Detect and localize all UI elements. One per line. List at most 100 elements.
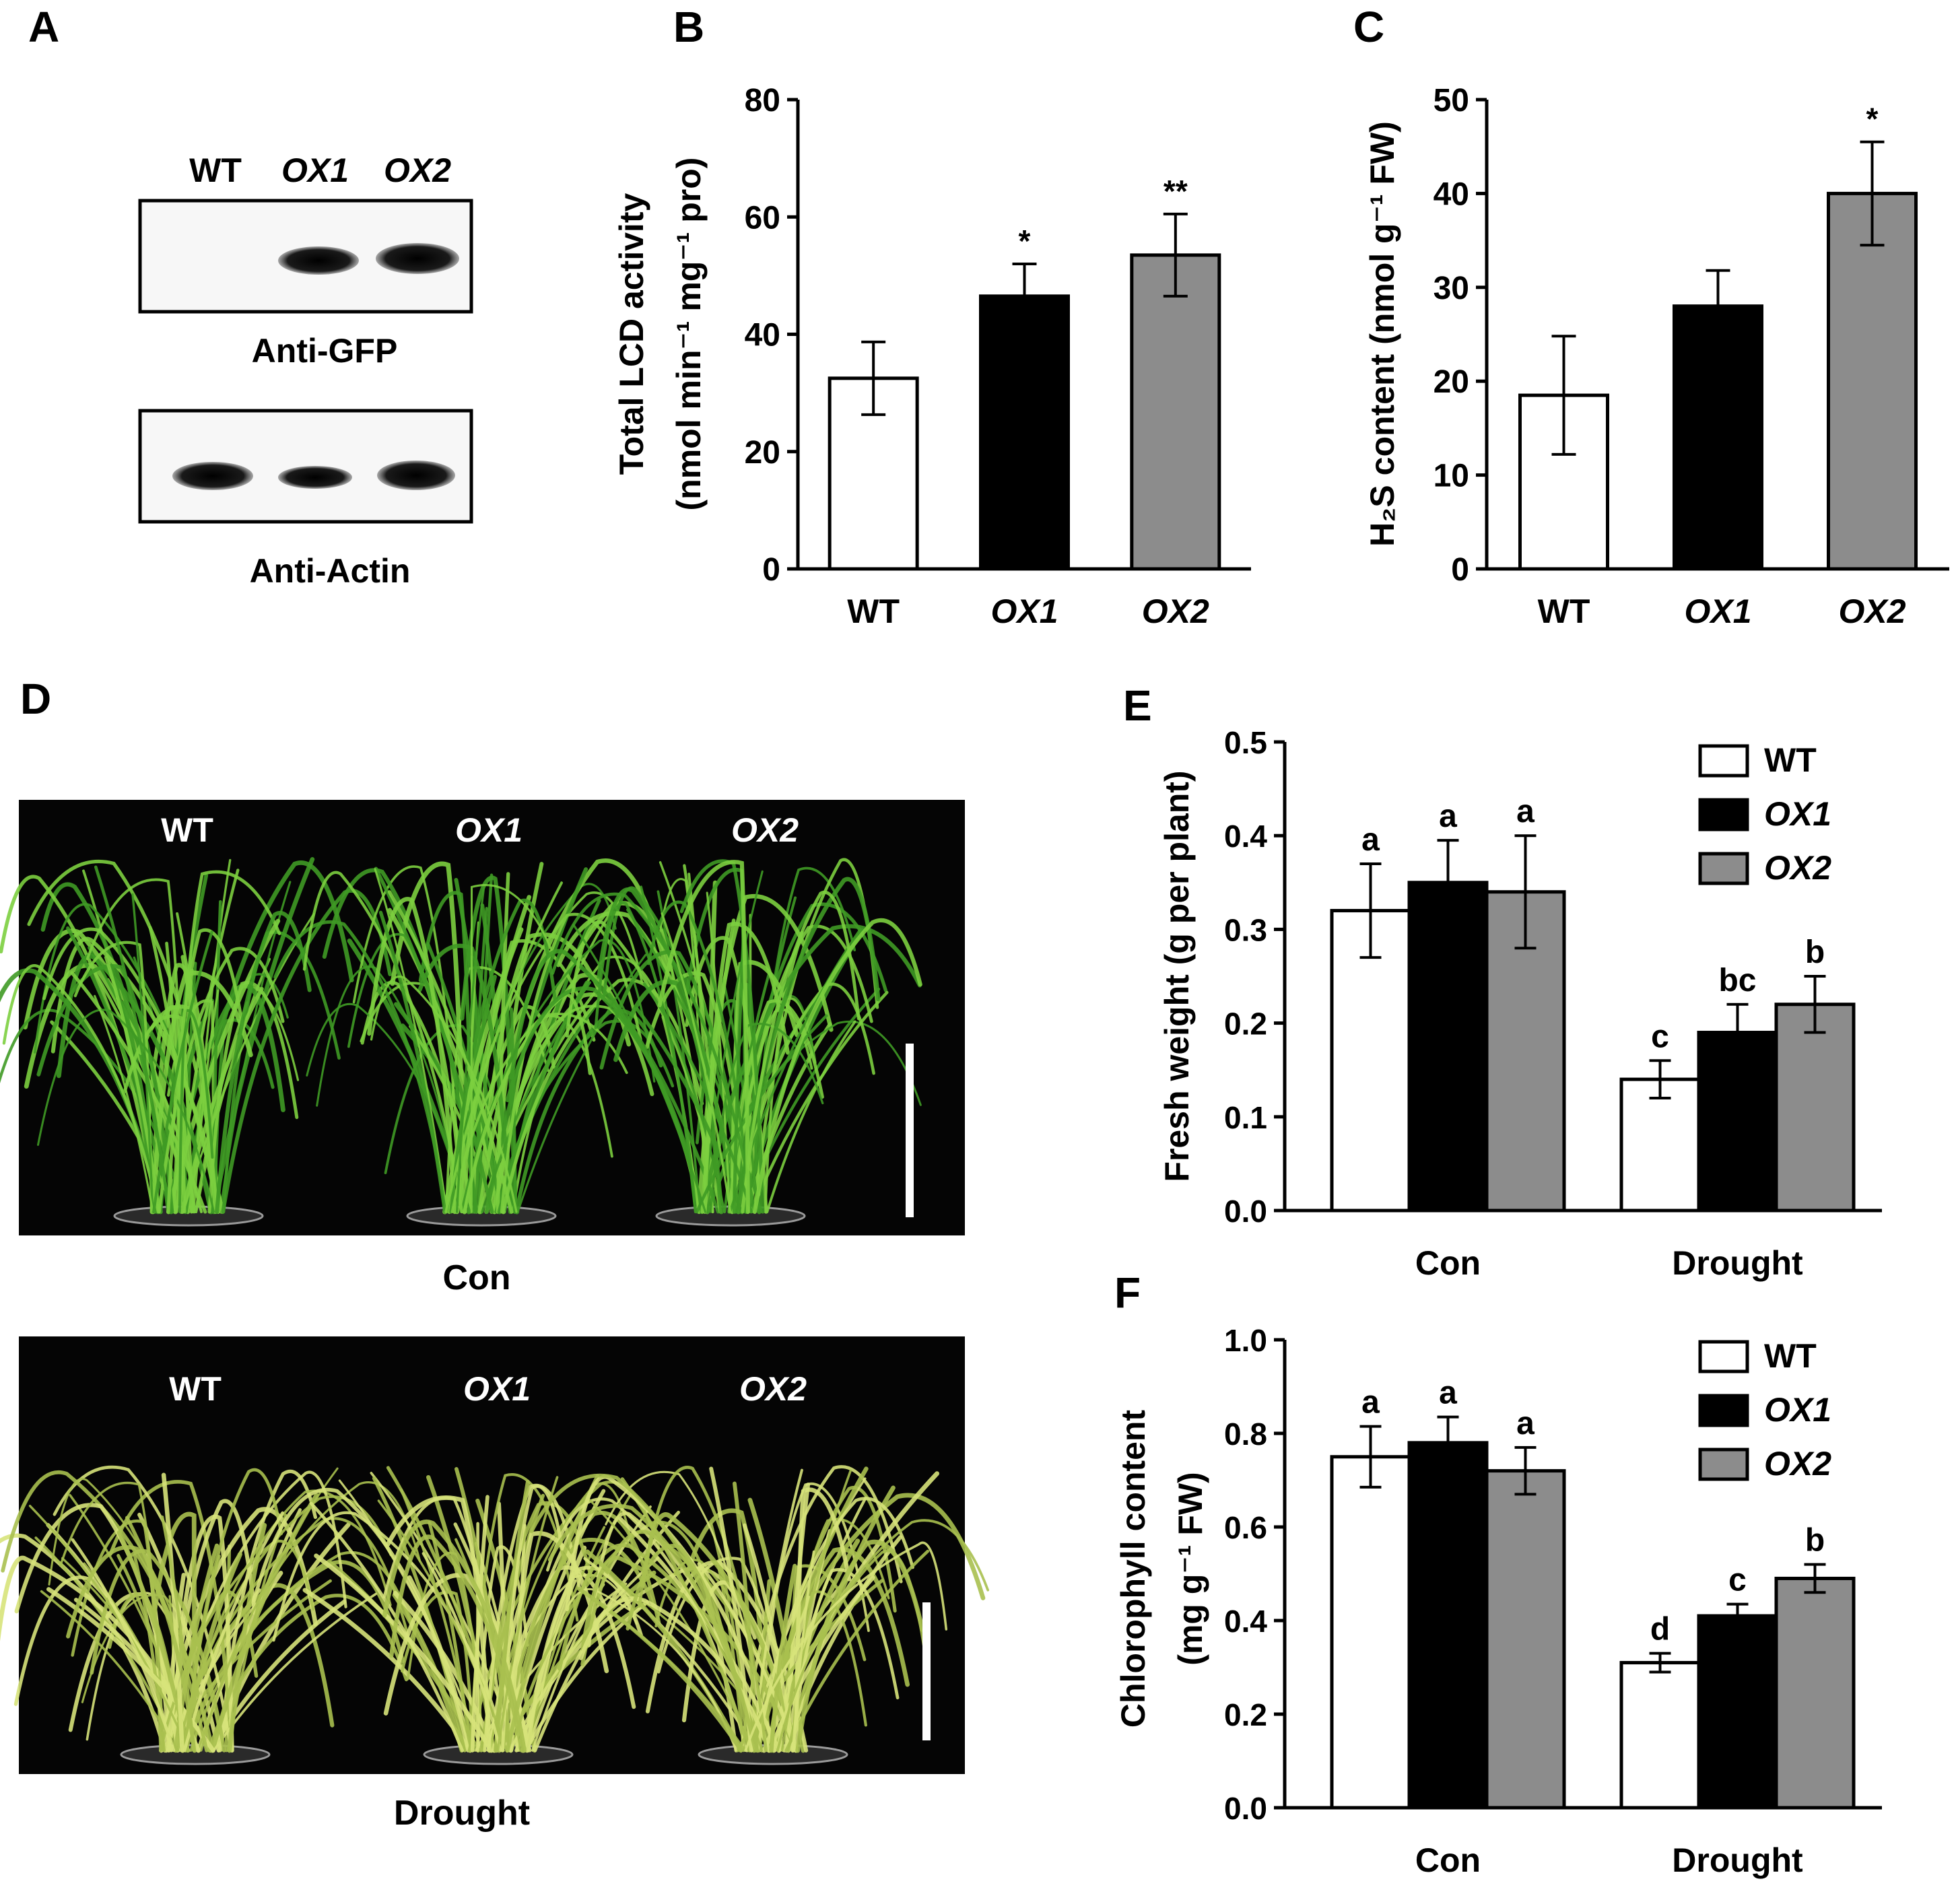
y-tick-label: 20: [745, 435, 780, 471]
legend-swatch-ox1: [1698, 1394, 1749, 1427]
legend-label-wt: WT: [1764, 1337, 1817, 1375]
rice-leaf: [374, 868, 448, 1213]
bar-ox1: [979, 294, 1070, 571]
plant-photo-control: WT OX1 OX2: [0, 800, 965, 1235]
rice-leaf: [722, 979, 760, 1213]
chart-chlorophyll: 0.0 0.2 0.4 0.6 0.8 1.0 a a a Con d c b Drought WT OX1 O…: [1114, 1323, 1882, 1879]
rice-leaf: [525, 1526, 606, 1752]
significance-mark: *: [1019, 224, 1031, 259]
rice-leaf: [207, 981, 299, 1214]
rice-leaf: [583, 1557, 758, 1753]
rice-leaf: [252, 1488, 470, 1753]
legend-label-ox1: OX1: [1764, 795, 1831, 833]
rice-leaf: [496, 872, 510, 1214]
bar-ox2: [1827, 191, 1918, 571]
x-tick-label-ox1: OX1: [990, 592, 1058, 630]
rice-leaf: [161, 1472, 184, 1753]
rice-leaf: [209, 1599, 347, 1753]
rice-leaf: [421, 1552, 502, 1753]
rice-leaf: [227, 1523, 267, 1753]
y-tick-label: 1.0: [1224, 1323, 1267, 1358]
panel-letter-e: E: [1123, 681, 1152, 730]
x-tick-label-con: Con: [1415, 1841, 1481, 1879]
rice-leaf: [94, 994, 154, 1213]
y-axis-label: Total LCD activity: [613, 193, 650, 475]
x-tick-label-drought: Drought: [1672, 1841, 1803, 1879]
rice-leaf: [71, 1538, 176, 1753]
legend-label-wt: WT: [1764, 741, 1817, 779]
rice-leaf: [382, 1520, 527, 1753]
blot-lane-label-ox1: OX1: [281, 151, 349, 189]
y-tick-label: 0.2: [1224, 1007, 1267, 1042]
western-blot: WT OX1 OX2 Anti-GFP Anti-Actin: [138, 151, 473, 590]
rice-leaf: [732, 937, 745, 1214]
actin-band-wt: [172, 462, 253, 490]
rice-leaf: [166, 928, 244, 1214]
y-tick-label: 0: [762, 552, 780, 588]
legend-swatch-ox2: [1698, 1448, 1749, 1481]
y-axis-label: Fresh weight (g per plant): [1158, 770, 1196, 1182]
legend-swatch-ox2: [1698, 852, 1749, 885]
blot-lane-label-wt: WT: [189, 151, 242, 189]
bar-wt-drought: [1619, 1661, 1701, 1810]
rice-leaf: [594, 901, 698, 1214]
rice-leaf: [494, 1480, 531, 1753]
scale-bar-drought: [922, 1602, 931, 1740]
rice-leaf: [104, 955, 161, 1214]
rice-leaf: [700, 924, 922, 1215]
legend-label-ox1: OX1: [1764, 1391, 1831, 1429]
y-tick-label: 20: [1434, 364, 1469, 400]
y-tick-label: 60: [745, 200, 780, 236]
photo-label-ox2-drought: OX2: [739, 1370, 807, 1408]
panel-letter-b: B: [673, 3, 704, 51]
blot-label-anti-actin: Anti-Actin: [250, 552, 411, 590]
scale-bar-control: [906, 1044, 914, 1217]
rice-leaf: [733, 1481, 759, 1753]
rice-leaf: [752, 918, 922, 1215]
y-tick-label: 40: [1434, 176, 1469, 212]
significance-letter: a: [1516, 1406, 1535, 1441]
rice-leaf: [48, 1478, 212, 1752]
rice-leaf: [572, 924, 707, 1213]
x-tick-label-con: Con: [1415, 1244, 1481, 1282]
rice-leaf: [210, 1493, 319, 1753]
significance-letter: c: [1651, 1019, 1669, 1054]
x-tick-label-drought: Drought: [1672, 1244, 1803, 1282]
photo-caption-control: Con: [442, 1258, 510, 1297]
rice-leaf: [769, 1563, 797, 1753]
x-tick-label-ox2: OX2: [1838, 592, 1906, 630]
rice-leaf: [450, 1013, 628, 1213]
rice-leaf: [378, 910, 447, 1214]
y-tick-label: 80: [745, 83, 780, 118]
y-axis-label-unit: (nmol min⁻¹ mg⁻¹ pro): [670, 158, 708, 511]
y-tick-label: 0: [1451, 552, 1469, 588]
rice-leaf: [417, 943, 512, 1215]
rice-leaf: [539, 1588, 737, 1752]
bar-ox1-con: [1407, 881, 1489, 1213]
rice-leaf: [370, 975, 518, 1213]
legend-swatch-ox1: [1698, 798, 1749, 831]
bar-wt: [1518, 393, 1609, 571]
significance-letter: a: [1439, 798, 1457, 834]
significance-letter: c: [1728, 1563, 1747, 1598]
chart-lcd-activity: 0 20 40 60 80 WT * OX1 ** OX2 Total LCD activity (n…: [613, 83, 1251, 630]
legend-label-ox2: OX2: [1764, 849, 1831, 887]
rice-leaf: [509, 1007, 518, 1214]
significance-letter: a: [1361, 1385, 1380, 1421]
y-tick-label: 10: [1434, 458, 1469, 494]
rice-leaf: [1, 1470, 215, 1753]
rice-leaf: [766, 1020, 856, 1213]
rice-leaf: [551, 892, 756, 1214]
y-tick-label: 0.0: [1224, 1791, 1267, 1826]
legend-swatch-wt: [1698, 744, 1749, 778]
rice-leaf: [213, 1018, 275, 1214]
rice-leaf: [634, 1007, 743, 1214]
rice-leaf: [309, 1501, 465, 1753]
rice-leaf: [580, 1555, 798, 1753]
y-axis-label: Chlorophyll content: [1114, 1410, 1152, 1728]
rice-leaf: [0, 875, 160, 1214]
rice-leaf: [514, 1009, 663, 1214]
rice-leaf: [455, 886, 485, 1213]
rice-leaf: [152, 930, 213, 1214]
